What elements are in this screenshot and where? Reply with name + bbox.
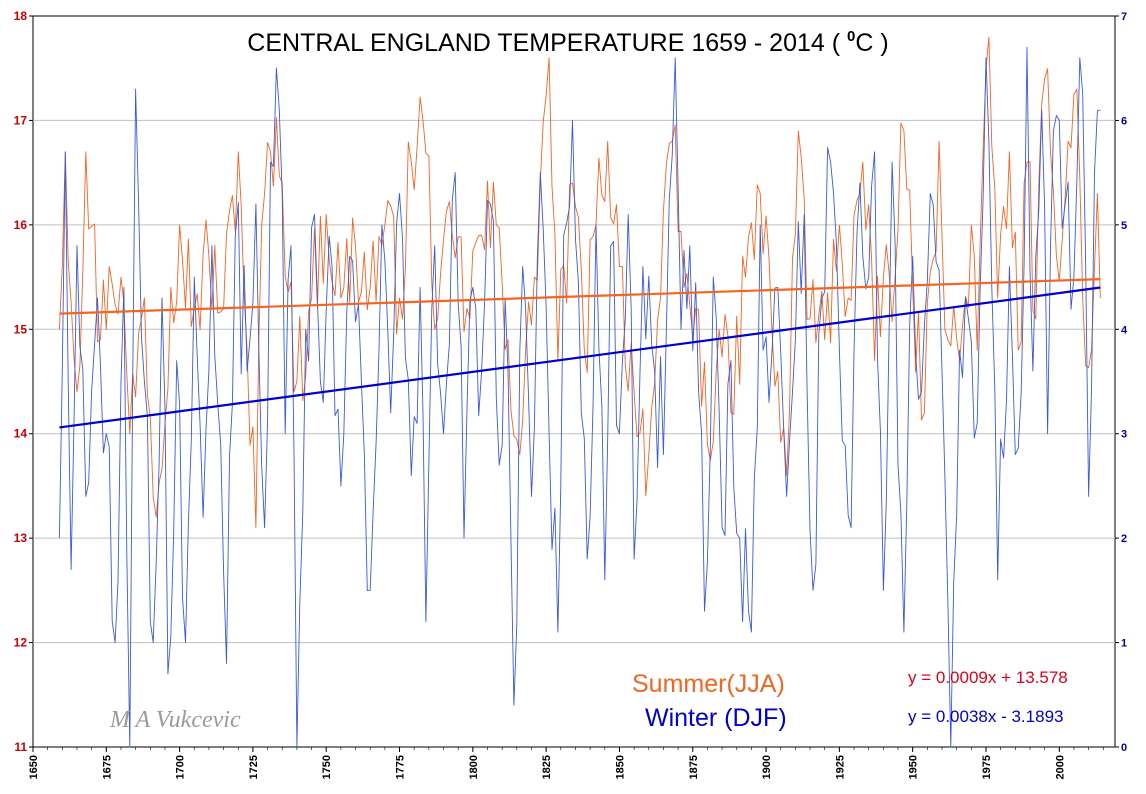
trend-lines <box>59 278 1101 429</box>
y-left-tick-13: 13 <box>14 531 28 545</box>
y-right-tick-3: 3 <box>1121 429 1127 441</box>
x-tick-1725: 1725 <box>248 755 260 779</box>
y-left-tick-14: 14 <box>14 427 28 441</box>
chart-title: CENTRAL ENGLAND TEMPERATURE 1659 - 2014 … <box>247 28 888 57</box>
x-tick-1750: 1750 <box>321 755 333 779</box>
author-watermark: M A Vukcevic <box>109 707 241 733</box>
trend-line-summer <box>59 278 1101 315</box>
x-tick-1925: 1925 <box>834 755 846 779</box>
x-tick-1700: 1700 <box>175 755 187 779</box>
y-right-tick-0: 0 <box>1121 742 1127 754</box>
x-tick-1850: 1850 <box>614 755 626 779</box>
legend-summer-label: Summer(JJA) <box>632 670 785 698</box>
y-right-tick-7: 7 <box>1121 11 1127 23</box>
x-tick-1900: 1900 <box>761 755 773 779</box>
plot-area <box>32 15 1116 748</box>
x-tick-1875: 1875 <box>688 755 700 779</box>
legend-winter-label: Winter (DJF) <box>645 704 787 732</box>
x-tick-1975: 1975 <box>981 755 993 779</box>
x-tick-1675: 1675 <box>101 755 113 779</box>
y-left-tick-17: 17 <box>14 113 28 127</box>
y-left-tick-11: 11 <box>14 740 27 754</box>
trend-line-winter <box>59 286 1101 429</box>
winter-trend-equation: y = 0.0038x - 3.1893 <box>908 707 1063 726</box>
y-left-tick-15: 15 <box>14 322 28 336</box>
y-right-tick-5: 5 <box>1121 220 1127 232</box>
series-line-summer <box>58 36 1101 529</box>
x-tick-1650: 1650 <box>28 755 40 779</box>
y-right-tick-4: 4 <box>1121 324 1128 336</box>
summer-trend-equation: y = 0.0009x + 13.578 <box>908 668 1068 687</box>
y-left-tick-12: 12 <box>14 636 28 650</box>
y-right-tick-2: 2 <box>1121 533 1127 545</box>
x-tick-1800: 1800 <box>468 755 480 779</box>
x-tick-1825: 1825 <box>541 755 553 779</box>
x-tick-2000: 2000 <box>1054 755 1066 779</box>
series-line-winter <box>58 46 1101 748</box>
series-lines <box>58 36 1101 748</box>
y-left-tick-16: 16 <box>14 218 28 232</box>
y-right-tick-1: 1 <box>1121 638 1127 650</box>
x-tick-1775: 1775 <box>395 755 407 779</box>
y-left-tick-18: 18 <box>14 9 28 23</box>
x-tick-1950: 1950 <box>908 755 920 779</box>
y-right-tick-6: 6 <box>1121 115 1127 127</box>
gridlines <box>33 119 1115 644</box>
